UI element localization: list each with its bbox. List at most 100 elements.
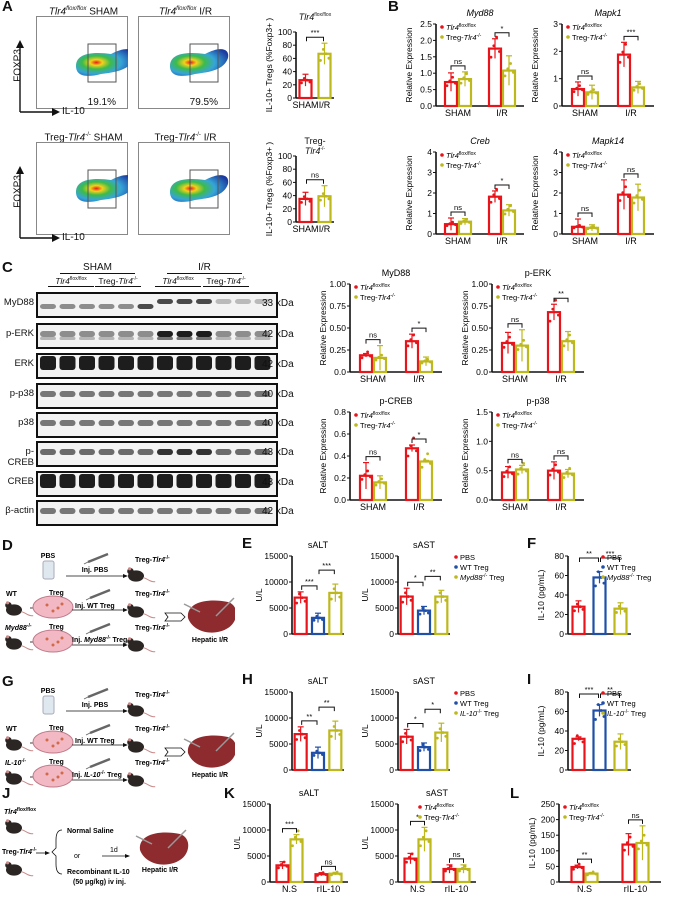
blot-strip <box>36 353 278 379</box>
bar-chart-b-myd88: Myd88 0.0 0.5 1.0 1.5 2.0 2.5 Relative Expressi… <box>404 8 524 118</box>
syringe-icon <box>83 687 109 700</box>
mouse-icon <box>127 567 156 583</box>
y-tick-label: 10000 <box>264 577 288 587</box>
flow-x-axis-label: IL-10 <box>62 106 85 117</box>
y-tick-label: 3 <box>553 168 558 178</box>
y-tick-label: 0.0 <box>334 495 346 505</box>
y-tick-label: 0.8 <box>334 407 346 417</box>
syringe-icon <box>85 588 111 601</box>
chart-title: sAST <box>426 788 449 798</box>
y-tick-label: 2 <box>553 188 558 198</box>
chart-title: Creb <box>470 136 490 146</box>
legend-item: PBS <box>607 689 622 698</box>
significance-label: * <box>501 24 504 33</box>
panel-label-f: F <box>527 535 537 552</box>
y-tick-label: 0 <box>559 765 564 775</box>
y-axis-label: Relative Expression <box>530 27 540 102</box>
y-tick-label: 40 <box>283 191 293 201</box>
y-tick-label: 1 <box>553 74 558 84</box>
significance-label: * <box>414 714 417 723</box>
flow-axis-arrows <box>16 40 60 116</box>
mouse-icon <box>127 772 156 788</box>
arrow-icon <box>72 743 128 747</box>
y-tick-label: 15000 <box>370 799 394 809</box>
y-axis-label: U/L <box>254 724 264 738</box>
bar-chart-a-ko: 0 20 40 60 80 100 IL-10+ Tregs (%Foxp3+ ) SHAM I… <box>264 142 334 236</box>
x-tick-label: I/R <box>625 108 637 118</box>
y-tick-label: 40 <box>283 67 293 77</box>
y-tick-label: 0 <box>559 629 564 639</box>
significance-label: ** <box>582 850 588 859</box>
chart-title: p-CREB <box>379 396 412 406</box>
x-tick-label: I/R <box>555 502 567 512</box>
chart-title: sALT <box>308 676 329 686</box>
y-tick-label: 15000 <box>264 551 288 561</box>
y-tick-label: 0 <box>287 217 292 227</box>
blot-subgroup: Tlr4flox/flox <box>155 276 201 287</box>
schematic-g: PBS Inj. PBS Treg-Tlr4-/- WT Treg Inj. W… <box>0 685 237 790</box>
flow-percent: 19.1% <box>88 97 116 108</box>
svg-text:Treg: Treg <box>49 725 64 732</box>
x-tick-label: SHAM <box>292 100 318 110</box>
legend-item: PBS <box>460 553 475 562</box>
blot-kda: 40 kDa <box>262 389 294 400</box>
svg-text:Treg-Tlr4-/-: Treg-Tlr4-/- <box>135 724 170 733</box>
legend-item: WT Treg <box>460 699 489 708</box>
y-axis-label: IL-10+ Tregs (%Foxp3+ ) <box>264 18 274 113</box>
y-tick-label: 4 <box>553 147 558 157</box>
y-tick-label: 10000 <box>370 577 394 587</box>
blot-strip <box>36 323 278 349</box>
y-tick-label: 1 <box>427 209 432 219</box>
schematic-d: PBS Inj. PBS Treg-Tlr4-/- WT Treg Inj. W… <box>0 550 237 670</box>
legend-item: IL-10-/- Treg <box>460 709 499 718</box>
significance-label: *** <box>585 685 594 694</box>
significance-label: * <box>418 319 421 328</box>
syringe-icon <box>85 757 111 770</box>
flow-y-axis-label: FOXP3 <box>12 49 24 82</box>
legend-item: Treg-Tlr4-/- <box>502 421 538 430</box>
flow-plot: 19.1% <box>36 16 128 109</box>
y-tick-label: 5000 <box>375 739 394 749</box>
bar-chart-b-creb: Creb 0 1 2 3 4 Relative Expression SHAM ns I/R * Tl… <box>404 136 524 246</box>
bar-chart-b-mapk14: Mapk14 0 1 2 3 4 Relative Expression SHAM ns I/R n… <box>530 136 654 246</box>
y-tick-label: 0 <box>550 877 555 887</box>
y-tick-label: 3 <box>427 168 432 178</box>
svg-text:Treg: Treg <box>49 590 64 597</box>
significance-label: ns <box>369 448 377 457</box>
significance-label: ns <box>311 171 319 180</box>
y-tick-label: 0 <box>389 765 394 775</box>
x-tick-label: SHAM <box>445 236 471 246</box>
transfer-schematic: PBS Inj. PBS Treg-Tlr4-/- WT Treg Inj. W… <box>5 687 237 788</box>
x-tick-label: I/R <box>555 374 567 384</box>
significance-label: *** <box>311 28 320 37</box>
y-tick-label: 0 <box>287 93 292 103</box>
flow-percent: 79.5% <box>190 97 218 108</box>
significance-label: * <box>431 700 434 709</box>
petri-dish-icon <box>32 629 74 653</box>
legend-item: WT Treg <box>460 563 489 572</box>
y-tick-label: 15000 <box>370 687 394 697</box>
big-arrow-icon <box>164 612 186 622</box>
arrow-icon <box>66 574 128 578</box>
panel-label-d: D <box>2 537 13 554</box>
significance-label: * <box>501 176 504 185</box>
y-axis-label: IL-10 (pg/mL) <box>536 569 546 620</box>
blot-label: p-CREB <box>7 446 34 468</box>
significance-label: ns <box>454 57 462 66</box>
y-tick-label: 0 <box>389 629 394 639</box>
flow-plot-title: Tlr4flox/flox I/R <box>158 6 213 18</box>
svg-text:Inj. Myd88-/- Treg: Inj. Myd88-/- Treg <box>72 635 127 644</box>
petri-dish-icon <box>32 730 74 754</box>
syringe-icon <box>85 622 111 635</box>
y-axis-label: Relative Expression <box>318 418 328 493</box>
y-tick-label: 0.75 <box>471 301 488 311</box>
chart-title: sAST <box>413 676 436 686</box>
y-tick-label: 80 <box>555 551 565 561</box>
y-tick-label: 250 <box>541 799 555 809</box>
blot-label: MyD88 <box>3 297 34 308</box>
flow-axis-arrows <box>16 166 60 242</box>
y-tick-label: 0.25 <box>329 345 346 355</box>
blot-subgroup: Treg-Tlr4-/- <box>203 276 249 287</box>
legend-item: Tlr4flox/flox <box>424 803 454 812</box>
significance-label: ns <box>453 850 461 859</box>
